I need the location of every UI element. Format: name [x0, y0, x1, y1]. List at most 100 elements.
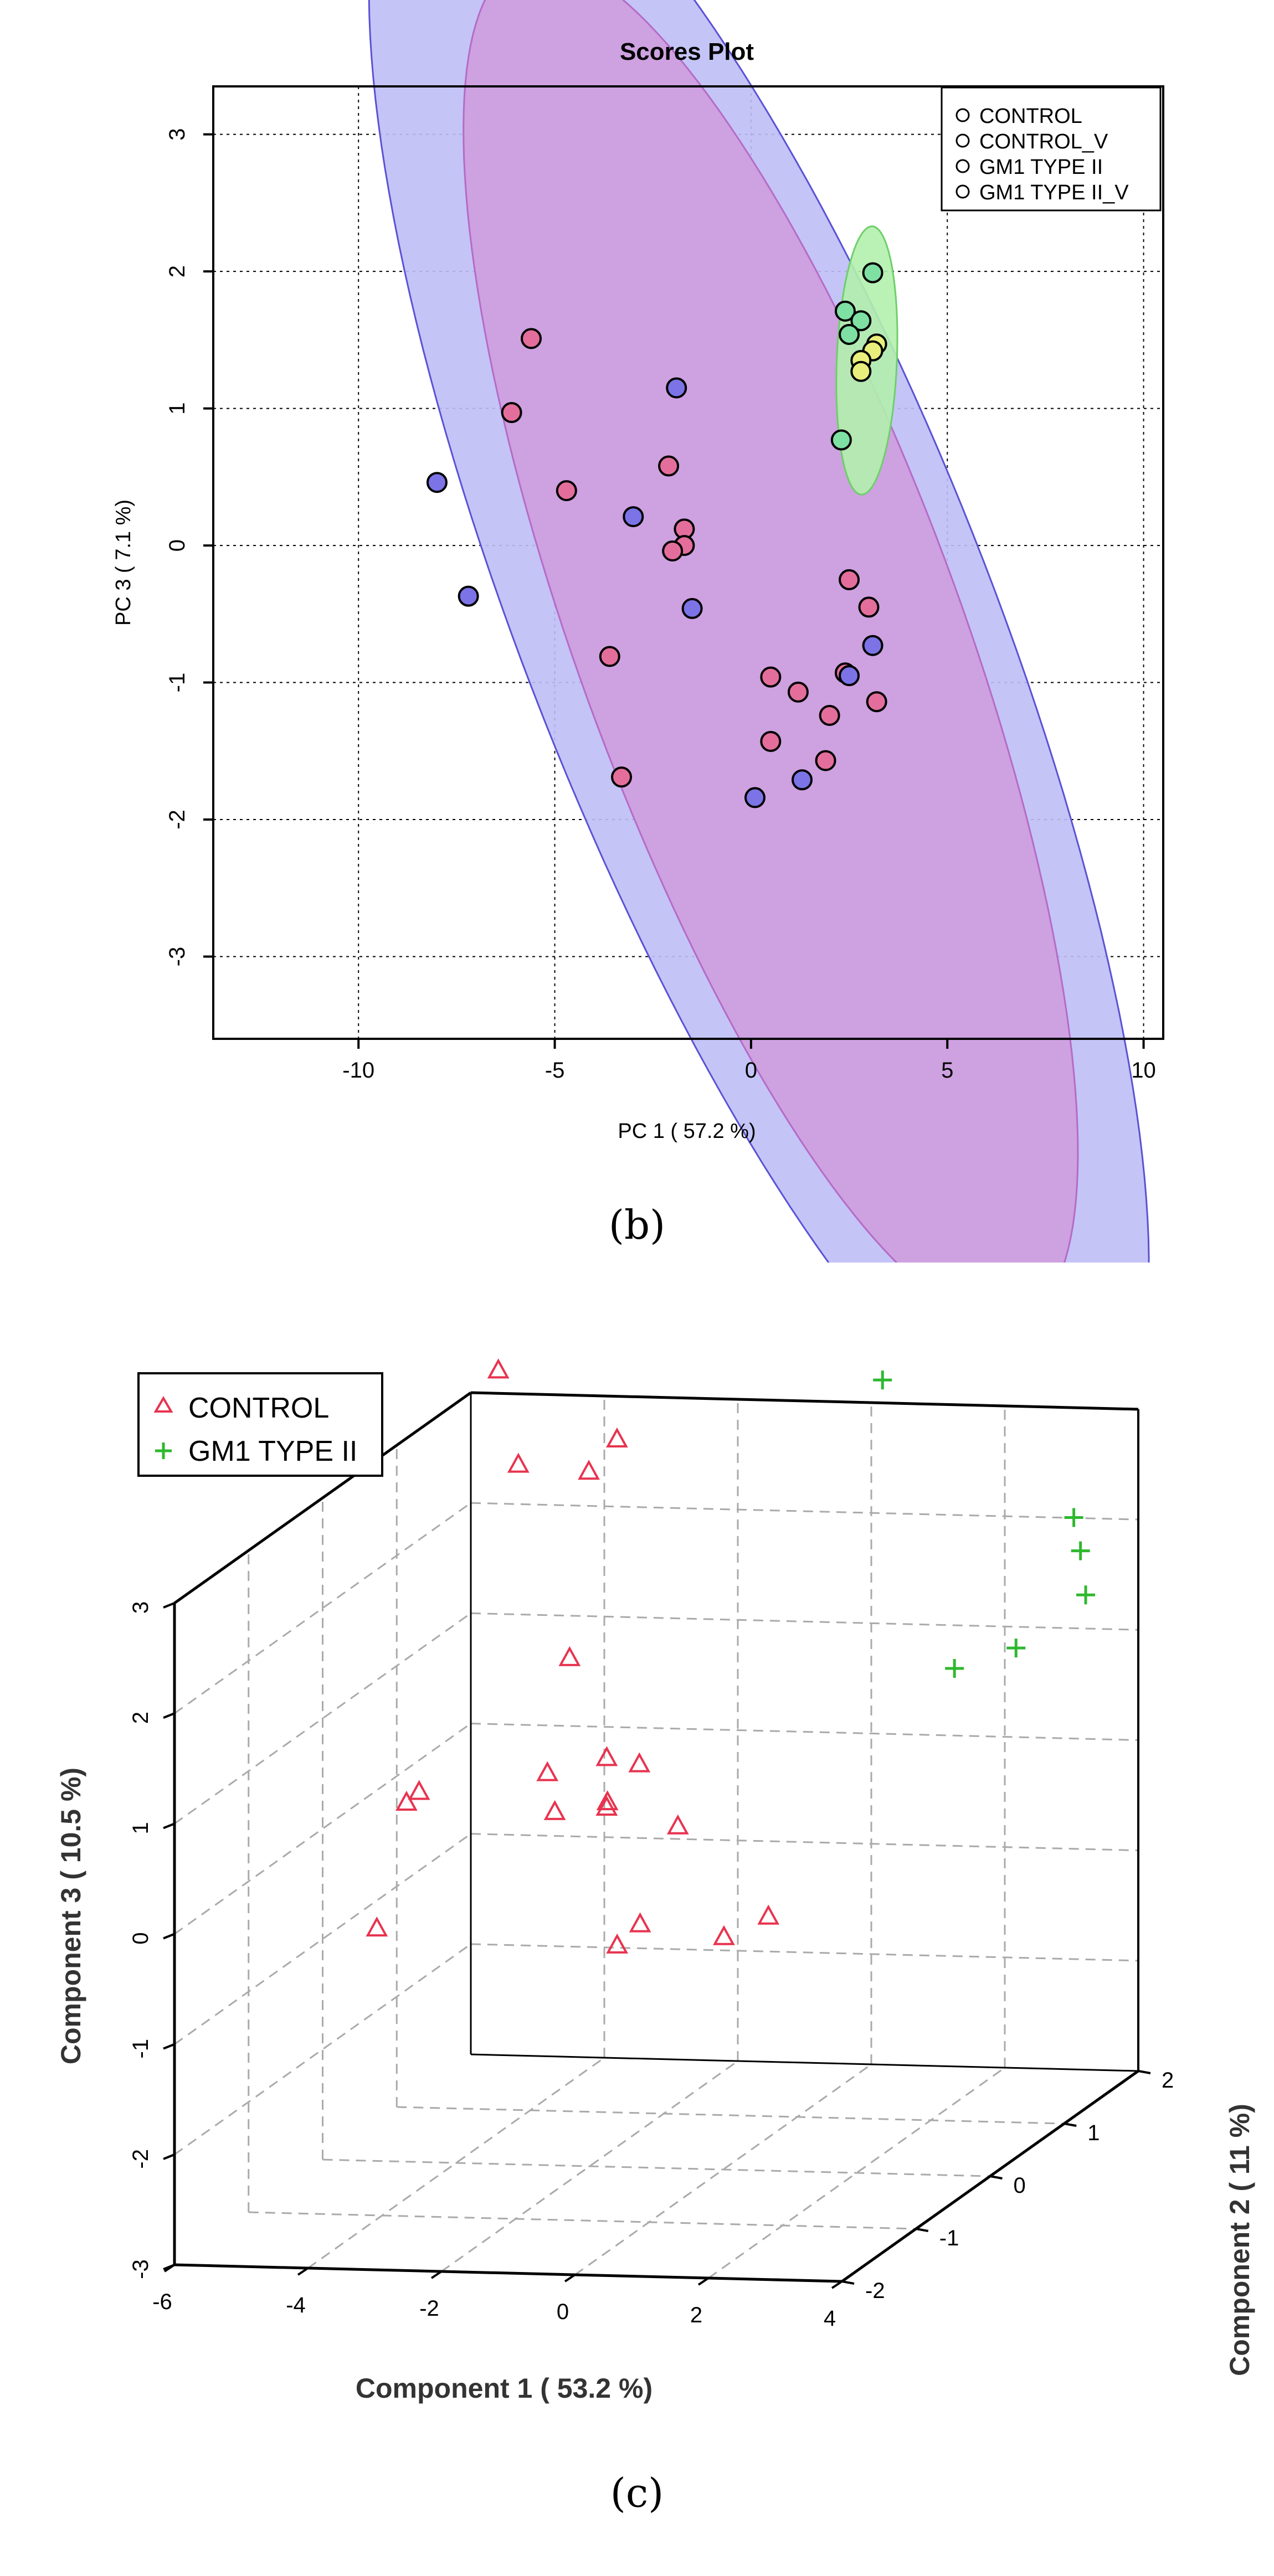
point-gm1-type-ii	[1064, 1508, 1083, 1527]
axis-ticks: -6 -4 -2 0 2 4 -3 -2 -1 0 1 2 3 -2 -1 0 1 2	[129, 1601, 1174, 2331]
point-gm1-type-ii	[873, 1371, 892, 1390]
z-tick-label: 3	[129, 1601, 153, 1614]
y-tick-label: -1	[165, 673, 189, 693]
x-axis-label: Component 1 ( 53.2 %)	[356, 2373, 653, 2404]
point-control	[819, 704, 840, 726]
point-gm1-type-ii	[1006, 1639, 1026, 1658]
z-tick	[163, 1822, 175, 1830]
y-tick-label: 3	[165, 128, 189, 140]
legend: CONTROL CONTROL_V GM1 TYPE II GM1 TYPE I…	[941, 86, 1162, 212]
z-tick-label: -3	[129, 2259, 153, 2279]
point-control	[866, 691, 887, 713]
point-control	[606, 1933, 629, 1954]
point-gm1-type-ii	[834, 300, 856, 322]
caption-b: (b)	[608, 1202, 666, 1248]
x-tick-label: 2	[690, 2303, 702, 2327]
point-gm1-type-ii-v	[850, 360, 872, 382]
y-tick	[841, 2280, 855, 2285]
x-tick	[831, 2280, 843, 2289]
x-tick	[430, 2270, 443, 2279]
legend-label-control: CONTROL	[188, 1392, 329, 1424]
side-wall-grid-line	[174, 1502, 471, 1714]
x-tick-label: 0	[745, 1058, 757, 1083]
z-tick	[163, 1933, 175, 1940]
back-wall-grid-line	[470, 1723, 1139, 1741]
point-control	[599, 646, 620, 667]
point-gm1-type-ii	[839, 323, 860, 345]
chart-title: Scores Plot	[620, 38, 754, 65]
x-axis-label: PC 1 ( 57.2 %)	[618, 1120, 756, 1143]
legend-marker-control	[153, 1396, 173, 1413]
point-control	[596, 1790, 619, 1811]
point-gm1-type-ii	[1076, 1585, 1096, 1605]
legend-marker-control-v	[956, 133, 970, 148]
point-control	[595, 1746, 618, 1766]
z-tick	[163, 2264, 175, 2270]
point-control	[658, 455, 680, 477]
point-gm1-type-ii	[862, 262, 883, 284]
legend-label-control-v: CONTROL_V	[979, 130, 1108, 153]
point-gm1-type-ii	[1071, 1541, 1090, 1560]
point-control	[815, 750, 836, 771]
plot-frame	[212, 85, 1164, 1040]
x-tick	[697, 2277, 710, 2286]
y-tick	[916, 2228, 929, 2232]
box-back-edge	[470, 2053, 1139, 2072]
legend-label-control: CONTROL	[979, 105, 1082, 128]
x-tick-label: -5	[545, 1058, 565, 1083]
legend-box	[137, 1372, 383, 1477]
point-control	[578, 1460, 600, 1480]
y-axis-label: PC 3 ( 7.1 %)	[112, 499, 135, 626]
legend-label-gm1: GM1 TYPE II	[188, 1435, 357, 1467]
x-axis-line	[174, 2263, 843, 2283]
legend-marker-gm1	[956, 159, 970, 173]
x-tick-label: -4	[286, 2293, 306, 2317]
point-gm1-type-ii	[945, 1658, 964, 1678]
data-points	[366, 1358, 1096, 1954]
z-tick-label: 0	[129, 1932, 153, 1944]
point-control	[395, 1790, 418, 1811]
grid	[174, 1396, 1139, 2279]
point-control	[629, 1912, 651, 1933]
y-tick-label: 2	[165, 265, 189, 277]
x-tick-label: 5	[941, 1058, 953, 1083]
x-tick	[564, 2274, 576, 2283]
point-control	[666, 1814, 689, 1835]
side-wall-grid-line	[174, 1723, 471, 1935]
floor-grid-line	[248, 2211, 916, 2230]
point-control	[662, 540, 684, 561]
legend-label-gm1: GM1 TYPE II	[979, 156, 1103, 179]
point-control-v	[666, 377, 687, 399]
x-tick-label: 0	[557, 2300, 569, 2324]
x-tick-label: -2	[419, 2296, 439, 2321]
point-control-v	[458, 585, 479, 607]
point-control	[507, 1452, 530, 1473]
point-control-v	[792, 769, 813, 791]
z-tick	[163, 2153, 175, 2160]
point-control-v	[862, 635, 883, 656]
side-wall-grid-line	[174, 1943, 471, 2156]
y-tick-label: 1	[165, 402, 189, 414]
back-wall-grid-line	[470, 1612, 1139, 1631]
x-tick-label: -10	[342, 1058, 374, 1083]
floor-grid-line	[397, 2106, 1065, 2125]
y-tick-label: -1	[939, 2226, 959, 2250]
x-tick	[297, 2267, 309, 2276]
back-wall-grid-line	[470, 1502, 1139, 1521]
point-control	[543, 1800, 566, 1820]
y-tick-label: -2	[865, 2279, 885, 2303]
y-tick-label: 0	[165, 539, 189, 552]
point-control	[487, 1358, 510, 1379]
point-gm1-type-ii	[850, 310, 872, 332]
point-control	[713, 1925, 735, 1945]
y-tick-label: 2	[1162, 2068, 1174, 2093]
point-control	[556, 480, 577, 502]
point-control-v	[744, 787, 766, 808]
legend: CONTROL GM1 TYPE II	[137, 1372, 383, 1477]
legend-box	[941, 86, 1162, 212]
legend-label-gm1-v: GM1 TYPE II_V	[979, 181, 1129, 204]
point-control	[606, 1427, 628, 1447]
legend-marker-gm1-v	[956, 184, 970, 199]
x-tick-label: 4	[824, 2306, 836, 2331]
